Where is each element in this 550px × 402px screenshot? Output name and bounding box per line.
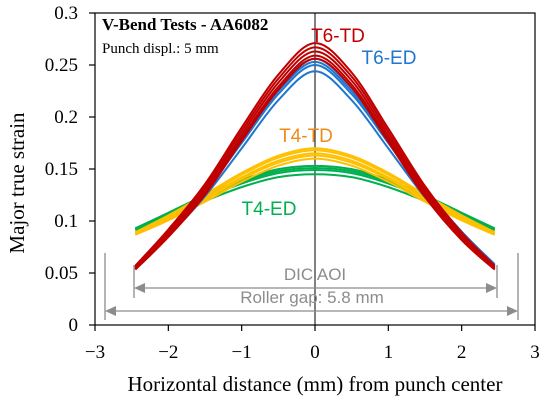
series-t6-td-repeat-2	[134, 57, 496, 271]
aoi-arrow-right-head	[486, 283, 497, 293]
aoi-arrow-left-head	[134, 283, 145, 293]
y-tick-label: 0.1	[54, 211, 78, 232]
x-tick-label: 1	[384, 342, 394, 363]
y-tick-label: 0.15	[45, 159, 78, 180]
x-tick-label: 3	[530, 342, 540, 363]
y-tick-label: 0	[69, 315, 79, 336]
series-t6-td-repeat-3	[134, 46, 496, 268]
axes-layer: −3 −2 −1 0 1 2 3 0 0.05 0.1 0.15 0.2 0.25 0.3	[45, 3, 540, 363]
annotation-roller-gap: Roller gap: 5.8 mm	[240, 288, 384, 307]
chart-title: V-Bend Tests - AA6082	[102, 15, 268, 34]
series-label-t4-ed: T4-ED	[242, 199, 297, 220]
x-tick-label: 2	[457, 342, 467, 363]
series-t6-td-repeat-4	[134, 54, 496, 270]
series-t6-td-repeat-1	[134, 42, 496, 267]
y-tick-label: 0.3	[54, 3, 78, 24]
x-tick-label: −3	[85, 342, 105, 363]
x-tick-label: −1	[232, 342, 252, 363]
x-axis-title: Horizontal distance (mm) from punch cent…	[128, 372, 503, 396]
annotation-dic-aoi: DIC AOI	[284, 265, 346, 284]
roller-gap-arrow-left-head	[105, 306, 116, 316]
series-label-t4-td: T4-TD	[279, 126, 333, 147]
series-t6-td-line	[134, 50, 496, 269]
x-tick-label: 0	[310, 342, 320, 363]
y-tick-label: 0.2	[54, 107, 78, 128]
series-layer	[134, 42, 496, 271]
y-tick-label: 0.05	[45, 263, 78, 284]
y-tick-label: 0.25	[45, 55, 78, 76]
series-label-t6-ed: T6-ED	[362, 48, 417, 69]
chart-subtitle: Punch displ.: 5 mm	[102, 41, 219, 57]
y-axis-title: Major true strain	[5, 112, 29, 254]
annotation-layer	[104, 253, 519, 320]
x-tick-label: −2	[158, 342, 178, 363]
series-label-t6-td: T6-TD	[311, 26, 365, 47]
roller-gap-arrow-right-head	[507, 306, 518, 316]
